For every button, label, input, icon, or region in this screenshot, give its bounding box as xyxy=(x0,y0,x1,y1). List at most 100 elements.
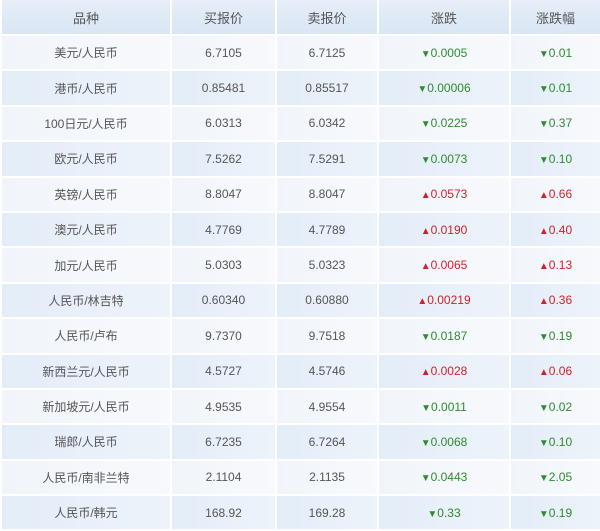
bid-cell: 4.7769 xyxy=(170,210,277,249)
arrow-down-icon: ▼ xyxy=(421,402,432,414)
change-pct-cell: ▲0.13 xyxy=(509,246,600,284)
ask-cell: 169.28 xyxy=(275,494,379,531)
change-pct-value: 0.36 xyxy=(548,293,573,308)
change-pct-value: 0.37 xyxy=(548,116,573,131)
change-value: 0.0028 xyxy=(430,364,468,379)
change-pct-value: 0.19 xyxy=(548,328,573,343)
ask-cell: 8.8047 xyxy=(275,175,379,213)
change-pct-cell: ▼0.01 xyxy=(509,69,600,107)
table-row[interactable]: 澳元/人民币 4.7769 4.7789 ▲0.0190 ▲0.40 xyxy=(0,210,600,249)
table-row[interactable]: 100日元/人民币 6.0313 6.0342 ▼0.0225 ▼0.37 xyxy=(0,104,600,143)
pair-cell[interactable]: 新加坡元/人民币 xyxy=(0,387,172,426)
arrow-up-icon: ▲ xyxy=(417,296,428,308)
bid-cell: 0.85481 xyxy=(170,69,277,107)
header-pair: 品种 xyxy=(0,0,172,36)
pair-cell[interactable]: 人民币/韩元 xyxy=(0,494,172,531)
change-cell: ▼0.0005 xyxy=(377,33,511,72)
bid-cell: 2.1104 xyxy=(170,458,277,497)
ask-cell: 5.0323 xyxy=(275,246,379,284)
pair-cell[interactable]: 人民币/林吉特 xyxy=(0,281,172,320)
ask-cell: 6.0342 xyxy=(275,104,379,143)
arrow-down-icon: ▼ xyxy=(420,119,431,131)
change-pct-value: 2.05 xyxy=(548,470,573,485)
change-value: 0.0573 xyxy=(430,187,468,202)
bid-cell: 0.60340 xyxy=(170,281,277,320)
pair-cell[interactable]: 港币/人民币 xyxy=(0,69,172,107)
ask-cell: 4.5746 xyxy=(275,352,379,390)
table-header-row: 品种 买报价 卖报价 涨跌 涨跌幅 xyxy=(0,0,600,36)
change-cell: ▼0.0443 xyxy=(377,458,511,497)
table-row[interactable]: 瑞郎/人民币 6.7235 6.7264 ▼0.0068 ▼0.10 xyxy=(0,423,600,461)
pair-cell[interactable]: 欧元/人民币 xyxy=(0,140,172,178)
pair-cell[interactable]: 瑞郎/人民币 xyxy=(0,423,172,461)
arrow-down-icon: ▼ xyxy=(420,331,431,343)
ask-cell: 0.85517 xyxy=(275,69,379,107)
table-row[interactable]: 人民币/韩元 168.92 169.28 ▼0.33 ▼0.19 xyxy=(0,494,600,531)
table-row[interactable]: 新西兰元/人民币 4.5727 4.5746 ▲0.0028 ▲0.06 xyxy=(0,352,600,390)
change-cell: ▼0.0187 xyxy=(377,317,511,355)
arrow-up-icon: ▲ xyxy=(538,261,549,273)
change-pct-cell: ▼2.05 xyxy=(509,458,600,497)
ask-cell: 0.60880 xyxy=(275,281,379,320)
change-pct-cell: ▼0.01 xyxy=(509,33,600,72)
table-row[interactable]: 人民币/林吉特 0.60340 0.60880 ▲0.00219 ▲ 0.36 xyxy=(0,281,600,320)
bid-cell: 168.92 xyxy=(170,494,277,531)
change-cell: ▲0.0028 xyxy=(377,352,511,390)
arrow-down-icon: ▼ xyxy=(538,119,549,131)
change-cell: ▲0.0065 xyxy=(377,246,511,284)
bid-cell: 6.0313 xyxy=(170,104,277,143)
arrow-down-icon: ▼ xyxy=(538,508,549,520)
change-cell: ▼0.00006 xyxy=(377,69,511,107)
ask-cell: 6.7125 xyxy=(275,33,379,72)
change-pct-value: 0.13 xyxy=(548,258,573,273)
pair-cell[interactable]: 澳元/人民币 xyxy=(0,210,172,249)
arrow-down-icon: ▼ xyxy=(538,331,549,343)
change-pct-value: 0.01 xyxy=(548,45,573,60)
change-cell: ▼0.0011 xyxy=(377,387,511,426)
bid-cell: 6.7235 xyxy=(170,423,277,461)
table-row[interactable]: 加元/人民币 5.0303 5.0323 ▲0.0065 ▲0.13 xyxy=(0,246,600,284)
table-row[interactable]: 人民币/南非兰特 2.1104 2.1135 ▼0.0443 ▼2.05 xyxy=(0,458,600,497)
pair-cell[interactable]: 新西兰元/人民币 xyxy=(0,352,172,390)
pair-cell[interactable]: 人民币/卢布 xyxy=(0,317,172,355)
pair-cell[interactable]: 人民币/南非兰特 xyxy=(0,458,172,497)
change-value: 0.00006 xyxy=(427,81,471,96)
change-cell: ▲0.00219 xyxy=(377,281,511,320)
bid-cell: 7.5262 xyxy=(170,140,277,178)
header-ask: 卖报价 xyxy=(275,0,379,36)
ask-cell: 4.7789 xyxy=(275,210,379,249)
table-row[interactable]: 港币/人民币 0.85481 0.85517 ▼0.00006 ▼0.01 xyxy=(0,69,600,107)
table-row[interactable]: 新加坡元/人民币 4.9535 4.9554 ▼0.0011 ▼0.02 xyxy=(0,387,600,426)
table-row[interactable]: 人民币/卢布 9.7370 9.7518 ▼0.0187 ▼0.19 xyxy=(0,317,600,355)
bid-cell: 6.7105 xyxy=(170,33,277,72)
arrow-down-icon: ▼ xyxy=(420,473,431,485)
change-pct-cell: ▼0.10 xyxy=(509,423,600,461)
change-pct-value: 0.02 xyxy=(548,399,573,414)
pair-cell[interactable]: 100日元/人民币 xyxy=(0,104,172,143)
change-cell: ▼0.0068 xyxy=(377,423,511,461)
change-pct-value: 0.01 xyxy=(548,81,573,96)
pair-cell[interactable]: 加元/人民币 xyxy=(0,246,172,284)
pair-cell[interactable]: 英镑/人民币 xyxy=(0,175,172,213)
change-pct-cell: ▼0.02 xyxy=(509,387,600,426)
change-value: 0.0068 xyxy=(430,434,468,449)
header-change-pct: 涨跌幅 xyxy=(509,0,600,36)
pair-cell[interactable]: 美元/人民币 xyxy=(0,33,172,72)
change-pct-value: 0.19 xyxy=(548,505,573,520)
change-pct-value: 0.10 xyxy=(548,151,573,166)
change-pct-cell: ▼0.19 xyxy=(509,494,600,531)
table-row[interactable]: 英镑/人民币 8.8047 8.8047 ▲0.0573 ▲0.66 xyxy=(0,175,600,213)
arrow-down-icon: ▼ xyxy=(420,48,431,60)
ask-cell: 4.9554 xyxy=(275,387,379,426)
change-pct-cell: ▲0.66 xyxy=(509,175,600,213)
table-row[interactable]: 美元/人民币 6.7105 6.7125 ▼0.0005 ▼0.01 xyxy=(0,33,600,72)
change-value: 0.0073 xyxy=(430,151,468,166)
change-value: 0.0011 xyxy=(431,399,467,414)
change-cell: ▲0.0190 xyxy=(377,210,511,249)
change-cell: ▼0.33 xyxy=(377,494,511,531)
arrow-up-icon: ▲ xyxy=(538,367,549,379)
bid-cell: 4.5727 xyxy=(170,352,277,390)
change-pct-cell: ▲0.06 xyxy=(509,352,600,390)
table-row[interactable]: 欧元/人民币 7.5262 7.5291 ▼0.0073 ▼0.10 xyxy=(0,140,600,178)
